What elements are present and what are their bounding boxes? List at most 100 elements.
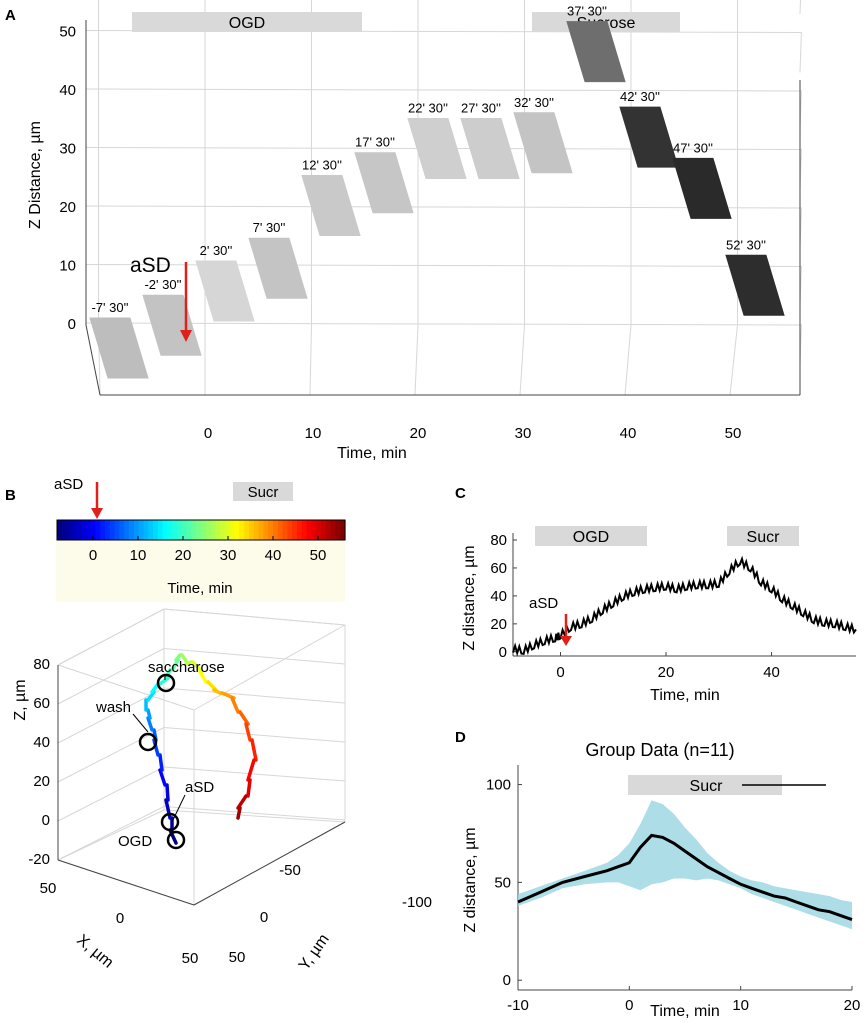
panel-b-y-ticks: -50 0 50: [229, 862, 301, 966]
a-snapshot-tile: [460, 118, 520, 179]
annotation-ogd: OGD: [118, 833, 152, 850]
b-box-edge: [193, 624, 346, 711]
a-snapshot-tile: [672, 157, 732, 219]
colorbar-segment: [148, 520, 154, 540]
a-snapshot-label: 7' 30'': [253, 220, 286, 235]
b-z-grid: [163, 806, 346, 821]
a-x-tick: 30: [515, 425, 532, 442]
a-grid-hline: [85, 30, 802, 73]
b-y-axis: [193, 821, 346, 906]
a-y-tick: 50: [59, 24, 76, 41]
a-grid-floorline: [414, 324, 419, 396]
b-trajectory-segment: [184, 660, 193, 666]
panel-a-y-label: Z Distance, µm: [27, 121, 44, 229]
colorbar-segment: [157, 520, 164, 540]
asd-leader: [171, 794, 186, 823]
b-box-edge: [57, 809, 165, 861]
annotation-asd: aSD: [185, 779, 214, 796]
b-z-grid: [163, 608, 346, 626]
b-event-circle: [166, 830, 186, 850]
colorbar-segment: [76, 520, 82, 540]
colorbar-segment: [105, 520, 111, 540]
panel-a-y-ticks: 010203040506070: [59, 24, 76, 334]
a-snapshot-tile: [407, 118, 467, 179]
a-snapshot-tile: [142, 294, 202, 356]
a-snapshot-tile: [513, 112, 573, 174]
a-snapshot-label: -2' 30'': [144, 277, 181, 292]
colorbar-segment: [196, 520, 202, 540]
panel-c-x-label: Time, min: [650, 687, 720, 704]
a-grid-hline: [85, 264, 802, 307]
colorbar-segment: [210, 520, 216, 540]
a-y-tick: 0: [68, 316, 76, 333]
panel-d-x-ticks: -10 0 10 20: [507, 986, 860, 1014]
colorbar-segment: [330, 520, 336, 540]
b-z-grid: [57, 766, 165, 822]
a-snapshot-label: -7' 30'': [91, 300, 128, 315]
colorbar-segment: [61, 520, 68, 540]
panel-c-y-label: Z distance, µm: [461, 545, 478, 650]
b-trajectory-segment: [236, 806, 242, 820]
panel-b-trajectory: [144, 653, 258, 845]
colorbar-segment: [186, 520, 192, 540]
b-trajectory-segment: [212, 688, 222, 695]
a-snapshot-label: 2' 30'': [200, 243, 233, 258]
panel-b-x-label: X, µm: [73, 932, 116, 972]
b-trajectory-segment: [168, 828, 178, 845]
a-snapshot-tile: [725, 254, 785, 316]
b-event-circle: [156, 673, 176, 693]
a-y-tick: 30: [59, 141, 76, 158]
d-y-tick: 50: [494, 874, 511, 891]
b-z-grid: [57, 648, 165, 705]
b-z-grid: [57, 687, 165, 744]
wash-leader: [132, 713, 149, 733]
b-trajectory-segment: [165, 783, 170, 802]
panel-d-sucr-bar: [628, 775, 782, 795]
colorbar-segment: [297, 520, 303, 540]
a-snapshot-tile: [354, 152, 414, 214]
panel-c-asd-arrow-head: [560, 636, 572, 646]
panel-c-y-ticks: 0 20 40 60 80: [490, 532, 517, 661]
a-y-tick: 20: [59, 199, 76, 216]
colorbar-segment: [167, 520, 173, 540]
colorbar-segment: [215, 520, 221, 540]
b-z-grid: [163, 648, 346, 665]
a-snapshot-label: 42' 30'': [620, 89, 660, 104]
colorbar-segment: [282, 520, 288, 540]
panel-d-y-label: Z distance, µm: [462, 827, 479, 932]
b-z-tick: 20: [33, 773, 50, 790]
colorbar-tick-label: 10: [130, 547, 147, 564]
a-snapshot-tile: [566, 21, 626, 83]
colorbar-segment: [306, 520, 312, 540]
b-trajectory-segment: [170, 658, 180, 672]
b-trajectory-segment: [244, 722, 252, 742]
b-z-grid: [57, 727, 165, 783]
colorbar-segment: [201, 520, 207, 540]
a-snapshot-label: 32' 30'': [514, 95, 554, 110]
a-snapshot-tile: [195, 260, 255, 322]
panel-b-sucr-bar: [233, 482, 293, 501]
panel-b-z-label: Z, µm: [12, 679, 29, 720]
panel-d-mean-trace: [517, 833, 853, 922]
colorbar-tick-label: 30: [220, 547, 237, 564]
colorbar-segment: [95, 520, 101, 540]
colorbar-segment: [325, 520, 332, 540]
colorbar-segment: [273, 520, 279, 540]
colorbar-tick-label: 50: [310, 547, 327, 564]
colorbar-segment: [100, 520, 106, 540]
colorbar-ticks: 0 10 20 30 40 50: [89, 536, 327, 564]
a-snapshot-tile: [248, 237, 308, 299]
panel-d-extra-label: -100: [402, 894, 432, 911]
colorbar-segment: [133, 520, 140, 540]
a-y-tick: 10: [59, 258, 76, 275]
a-snapshot-label: 17' 30'': [355, 135, 395, 150]
colorbar-segment: [292, 520, 298, 540]
b-z-grid: [163, 766, 346, 782]
b-z-grid: [57, 608, 165, 666]
colorbar-segment: [129, 520, 135, 540]
colorbar-segment: [253, 520, 260, 540]
colorbar-segment: [249, 520, 255, 540]
b-trajectory-segment: [150, 682, 160, 694]
annotation-saccharose: saccharose: [148, 659, 225, 676]
